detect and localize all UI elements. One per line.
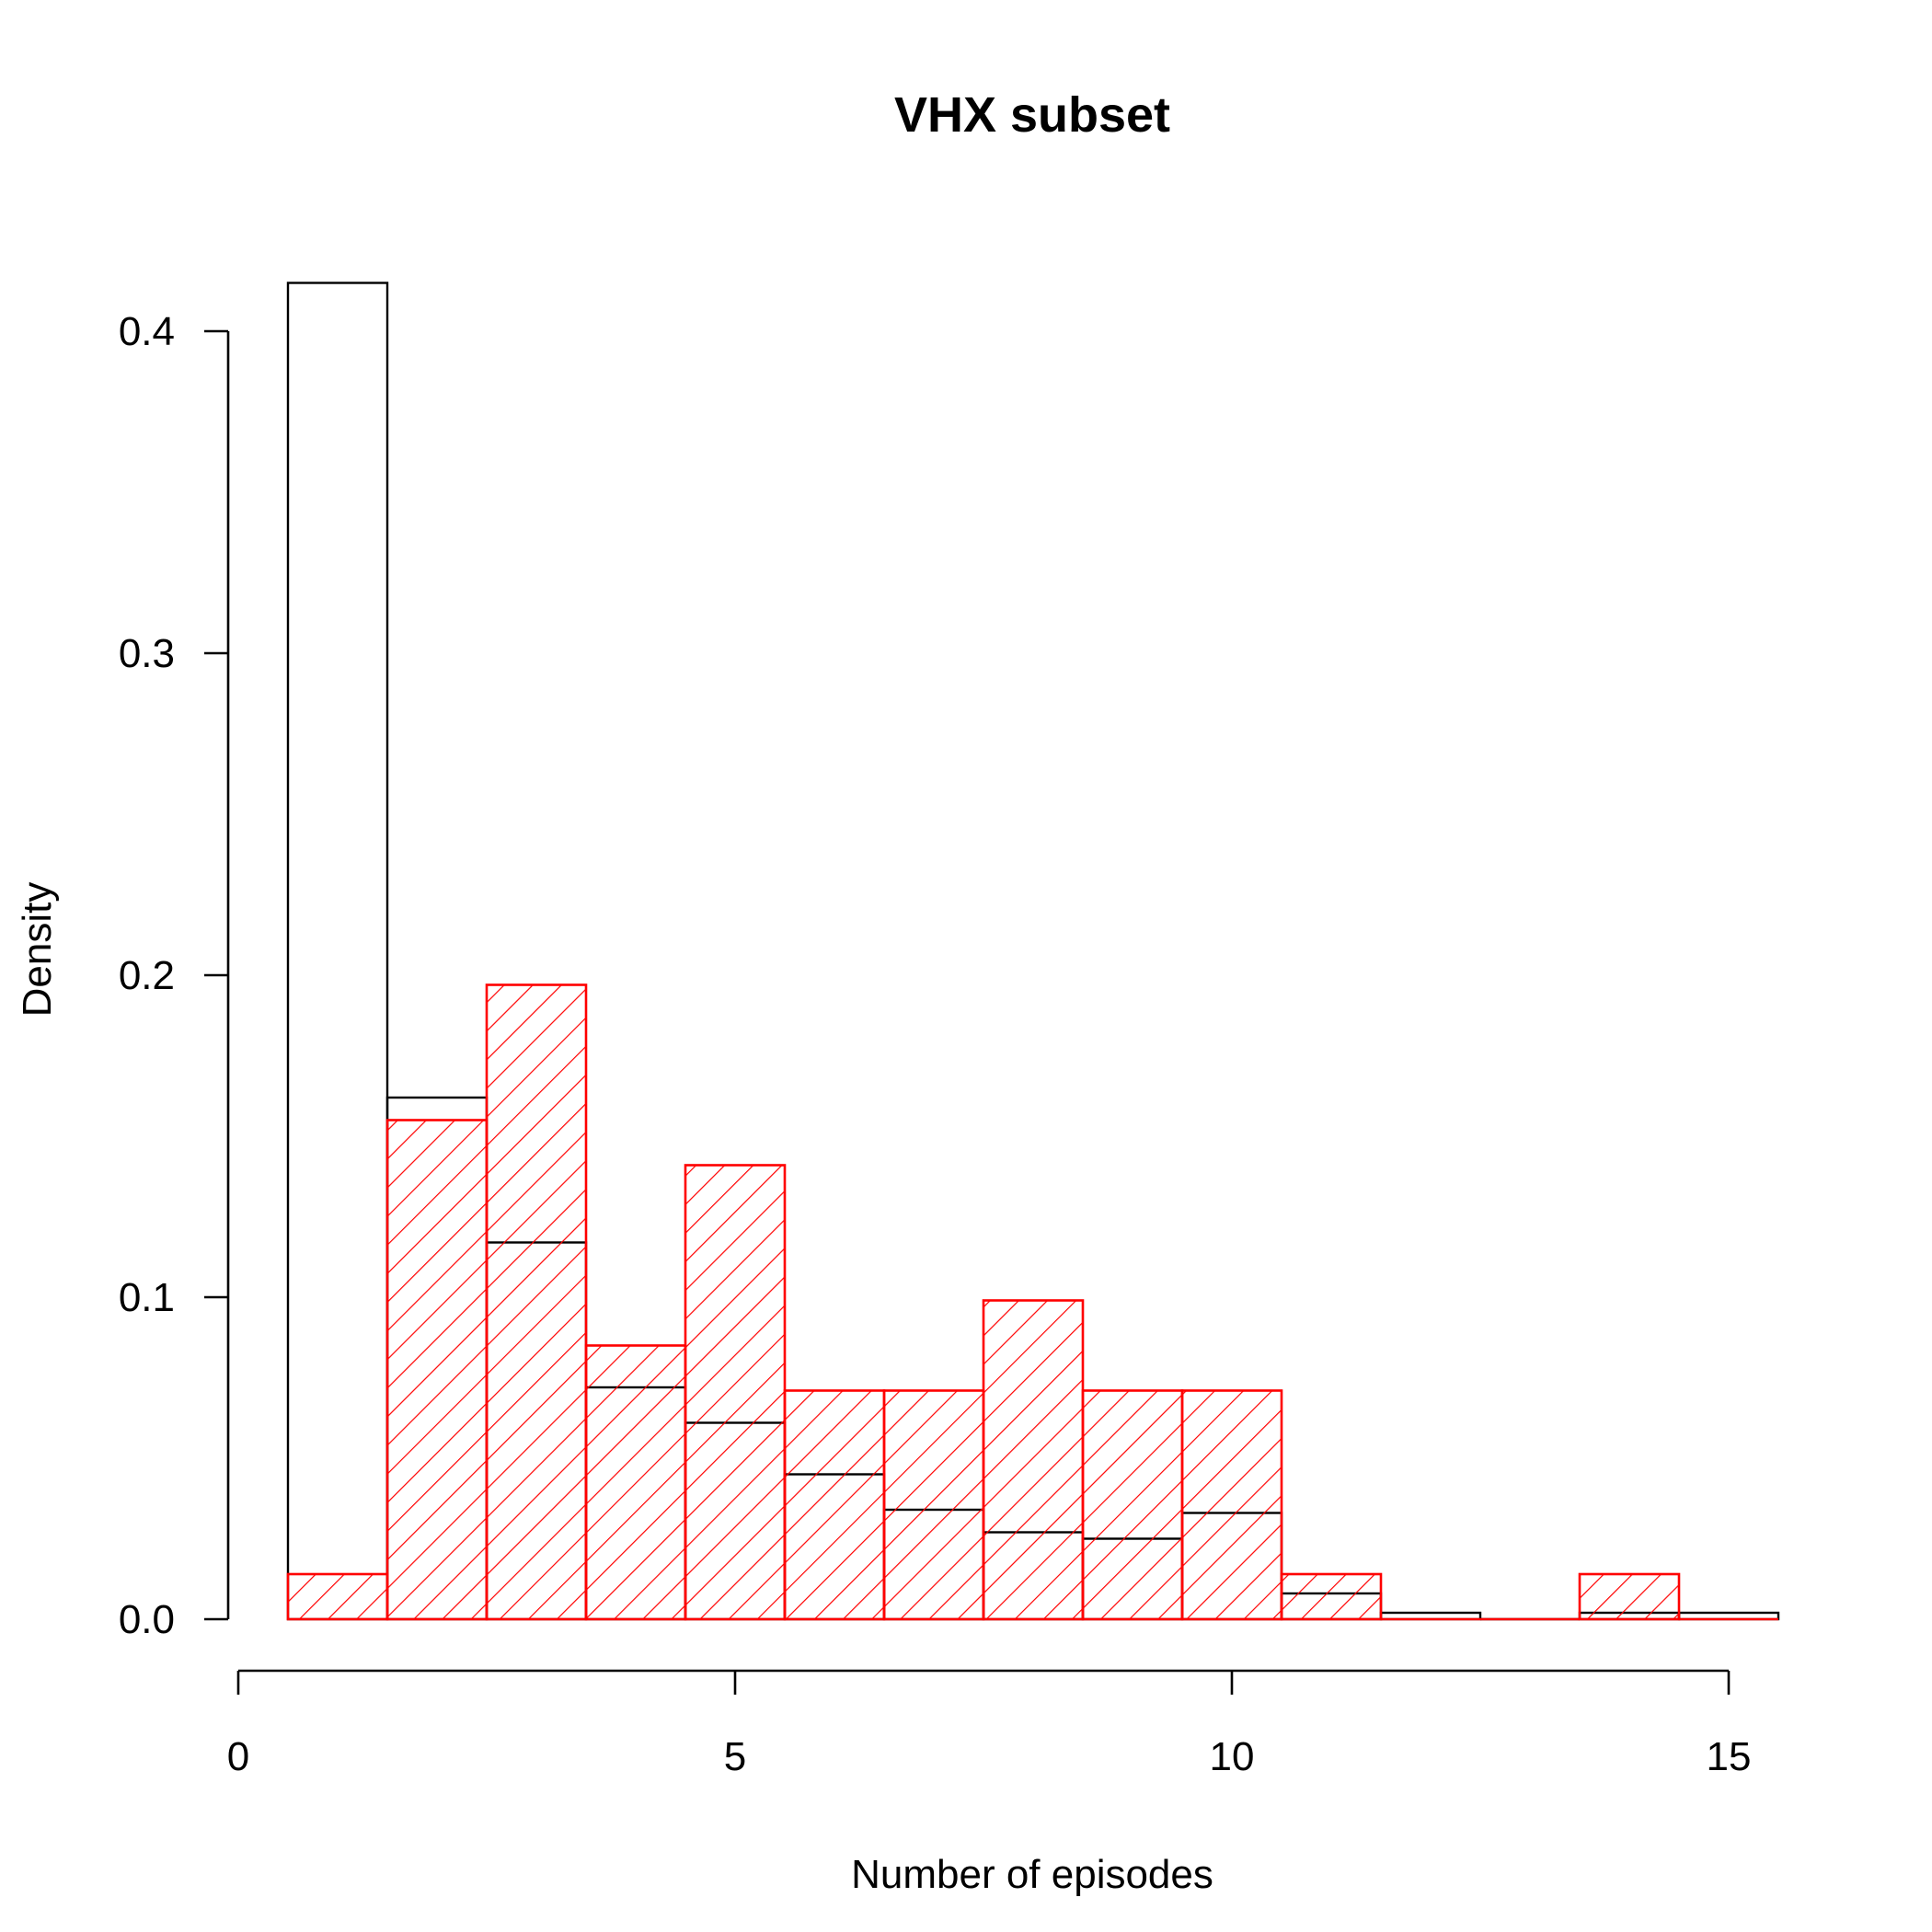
- bar-hatched-10: [1280, 1572, 1383, 1621]
- bar-hatched-1: [385, 1119, 489, 1621]
- y-tick-label-0: 0.0: [119, 1597, 175, 1642]
- x-tick-label-0: 0: [227, 1734, 249, 1779]
- chart-title: VHX subset: [894, 87, 1170, 143]
- x-tick-label-1: 5: [724, 1734, 746, 1779]
- axes-layer: 0.0 0.1 0.2 0.3 0.4 0 5 10 15: [119, 309, 1752, 1779]
- bar-hatched-6: [882, 1389, 985, 1621]
- bar-hatched-8: [1081, 1389, 1184, 1621]
- x-ticks: 0 5 10 15: [227, 1671, 1752, 1779]
- y-tick-label-1: 0.1: [119, 1275, 175, 1320]
- y-tick-label-3: 0.3: [119, 631, 175, 676]
- y-tick-label-2: 0.2: [119, 953, 175, 998]
- x-tick-label-3: 15: [1707, 1734, 1752, 1779]
- bar-hatched-7: [982, 1299, 1085, 1621]
- series-1: [286, 983, 1778, 1621]
- y-axis-label: Density: [15, 882, 60, 1018]
- bar-hatched-9: [1180, 1389, 1283, 1621]
- x-tick-label-2: 10: [1210, 1734, 1255, 1779]
- x-axis-label: Number of episodes: [851, 1852, 1213, 1897]
- y-ticks: 0.0 0.1 0.2 0.3 0.4: [119, 309, 228, 1642]
- bar-hatched-3: [584, 1344, 687, 1621]
- y-tick-label-4: 0.4: [119, 309, 175, 354]
- bars-layer: [286, 282, 1780, 1621]
- bar-outline-0: [286, 282, 389, 1621]
- bar-hatched-4: [684, 1164, 787, 1621]
- bar-hatched-2: [485, 983, 588, 1621]
- bar-hatched-0: [286, 1572, 389, 1621]
- bar-hatched-13: [1578, 1572, 1681, 1621]
- bar-hatched-5: [783, 1389, 886, 1621]
